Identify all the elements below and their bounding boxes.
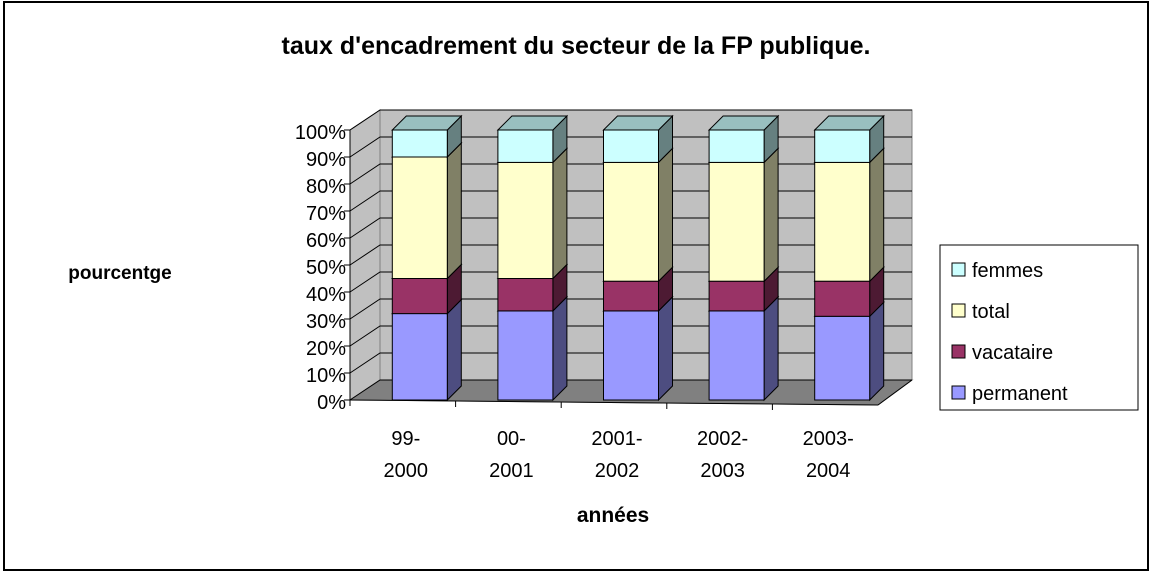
bar-face <box>708 310 765 401</box>
bar-face <box>552 295 568 402</box>
legend-swatch <box>951 262 966 277</box>
x-axis-end <box>877 379 913 406</box>
bar-face <box>552 147 568 280</box>
bar-face <box>658 147 673 283</box>
y-tick-label: 100% <box>295 122 346 144</box>
bar-face <box>814 129 871 163</box>
x-tick-label: 2003-2004 <box>803 428 854 482</box>
bar-face <box>763 295 779 402</box>
bar-face <box>497 129 554 163</box>
bar-face <box>391 278 448 315</box>
bar-segment <box>496 295 569 402</box>
y-tick-label: 30% <box>306 311 346 333</box>
y-tick-label: 10% <box>306 365 346 387</box>
legend-label: vacataire <box>972 342 1053 364</box>
bar-face <box>869 301 885 402</box>
bar-segment <box>391 114 463 159</box>
bar-face <box>763 147 779 283</box>
legend-label: femmes <box>972 260 1043 282</box>
bar-segment <box>391 298 463 402</box>
bar-face <box>446 141 462 280</box>
bar-face <box>708 129 765 163</box>
bar-face <box>814 280 871 317</box>
bar-face <box>869 147 885 283</box>
x-axis-label: années <box>577 504 649 527</box>
x-tick-label: 00-2001 <box>489 428 534 482</box>
legend-label: permanent <box>972 383 1068 405</box>
chart-title: taux d'encadrement du secteur de la FP p… <box>282 32 871 60</box>
bar-segment <box>496 147 569 280</box>
bar-segment <box>602 147 674 283</box>
bar-segment <box>707 114 780 164</box>
bar-segment <box>707 295 780 402</box>
bar-segment <box>813 114 885 164</box>
legend-label: total <box>972 301 1010 323</box>
bar-face <box>603 310 659 401</box>
legend-box <box>939 244 1139 411</box>
bar-face <box>497 161 554 279</box>
y-tick-label: 0% <box>317 392 346 414</box>
bar-segment <box>391 141 463 280</box>
y-tick-label: 70% <box>306 203 346 225</box>
bar-segment <box>602 295 674 402</box>
grid-line <box>349 109 912 131</box>
y-tick-label: 50% <box>306 257 346 279</box>
bar-segment <box>602 114 674 164</box>
bar-face <box>708 280 765 312</box>
bar-face <box>658 295 673 402</box>
y-tick-label: 60% <box>306 230 346 252</box>
bar-face <box>391 156 448 279</box>
y-tick-label: 40% <box>306 284 346 306</box>
bar-segment <box>813 147 885 283</box>
y-tick-label: 20% <box>306 338 346 360</box>
y-axis-label: pourcentge <box>68 263 171 284</box>
legend-swatch <box>951 385 966 400</box>
bar-face <box>497 310 554 401</box>
bar-segment <box>496 114 569 164</box>
bar-face <box>497 278 554 312</box>
y-tick-label: 90% <box>306 149 346 171</box>
legend-swatch <box>951 303 966 318</box>
bar-face <box>391 129 448 158</box>
bar-face <box>603 161 659 282</box>
bar-face <box>603 129 659 163</box>
bar-segment <box>813 301 885 402</box>
x-axis <box>349 399 879 406</box>
x-tick-label: 2002-2003 <box>697 428 748 482</box>
bar-segment <box>707 147 780 283</box>
x-tick-label: 2001-2002 <box>591 428 642 482</box>
bar-face <box>814 161 871 282</box>
legend-swatch <box>951 344 966 359</box>
x-tick-label: 99-2000 <box>384 428 429 482</box>
bar-face <box>814 315 871 401</box>
bar-face <box>603 280 659 312</box>
bar-face <box>446 298 462 402</box>
y-tick-label: 80% <box>306 176 346 198</box>
bar-face <box>391 313 448 401</box>
bar-face <box>708 161 765 282</box>
